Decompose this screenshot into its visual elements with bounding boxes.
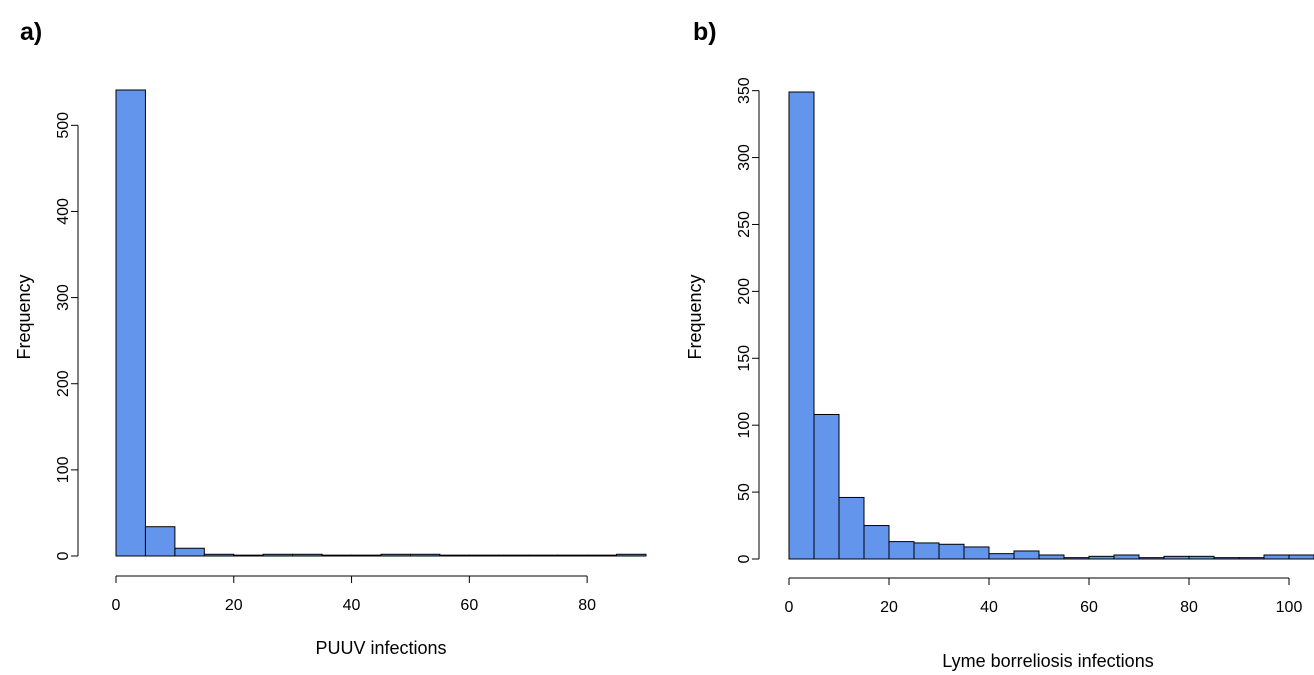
histogram-bar (380, 553, 411, 557)
x-tick-label: 20 (225, 597, 243, 614)
histogram-bar (321, 554, 353, 557)
x-axis: 0 20 40 60 80 100 (785, 577, 1303, 616)
histogram-bar (1038, 554, 1065, 560)
histogram-bar (527, 554, 559, 557)
x-axis-title: Lyme borreliosis infections (942, 651, 1153, 671)
histogram-bar (1213, 557, 1240, 560)
histogram-bar (1113, 554, 1140, 560)
y-axis-title: Frequency (685, 274, 705, 359)
panel-label: b) (693, 18, 717, 46)
histogram-bar (863, 525, 890, 560)
histogram-bar (1138, 557, 1165, 560)
histogram-bar (1238, 557, 1265, 560)
y-tick-label: 100 (736, 412, 753, 439)
histogram-bar (788, 91, 815, 560)
y-tick-label: 0 (736, 554, 753, 563)
y-axis: 0 100 200 300 400 500 (55, 112, 79, 560)
histogram-bar (468, 554, 500, 557)
histogram-panel-a: a) Frequency PUUV infections 0 20 40 60 80 0… (14, 18, 647, 658)
histogram-bar (498, 554, 529, 557)
histogram-bar (963, 546, 990, 560)
y-tick-label: 300 (736, 144, 753, 171)
y-axis-title: Frequency (14, 274, 34, 359)
histogram-bar (938, 543, 965, 560)
x-axis: 0 20 40 60 80 (112, 575, 596, 614)
y-tick-label: 0 (55, 551, 72, 560)
histogram-bar (1063, 557, 1090, 560)
histogram-bar (409, 553, 441, 557)
x-tick-label: 40 (343, 597, 361, 614)
x-tick-label: 20 (880, 599, 898, 616)
histogram-bar (174, 547, 205, 557)
y-tick-label: 250 (736, 211, 753, 238)
histogram-bar (888, 541, 915, 560)
y-tick-label: 150 (736, 345, 753, 372)
histogram-bar (351, 554, 382, 557)
y-tick-label: 50 (736, 483, 753, 501)
histogram-bar (586, 554, 618, 557)
histogram-bar (1013, 550, 1040, 560)
histogram-bar (1163, 555, 1190, 560)
x-tick-label: 60 (1080, 599, 1098, 616)
y-tick-label: 500 (55, 112, 72, 139)
panel-label: a) (20, 18, 42, 46)
histogram-bar (838, 496, 865, 560)
histogram-bar (1188, 555, 1215, 560)
histogram-bar (913, 542, 940, 560)
histogram-bar (557, 554, 588, 557)
histogram-bar (616, 553, 647, 557)
x-tick-label: 0 (112, 597, 121, 614)
bars (115, 89, 647, 557)
bars (788, 91, 1314, 560)
histogram-bar (292, 553, 323, 557)
y-tick-label: 400 (55, 198, 72, 225)
histogram-bar (144, 526, 176, 557)
histogram-bar (813, 413, 840, 560)
histogram-panel-b: b) Frequency Lyme borreliosis infections… (685, 18, 1314, 671)
histogram-bar (203, 553, 235, 557)
histogram-bar (233, 554, 264, 557)
histogram-bar (439, 554, 470, 557)
x-tick-label: 40 (980, 599, 998, 616)
y-tick-label: 100 (55, 456, 72, 483)
x-tick-label: 80 (1180, 599, 1198, 616)
x-tick-label: 80 (578, 597, 596, 614)
y-tick-label: 350 (736, 77, 753, 104)
histogram-bar (115, 89, 146, 557)
histogram-bar (988, 553, 1015, 560)
y-tick-label: 200 (736, 278, 753, 305)
histogram-bar (262, 553, 294, 557)
y-axis: 0 50 100 150 200 250 300 350 (736, 77, 760, 563)
x-axis-title: PUUV infections (315, 638, 446, 658)
x-tick-label: 0 (785, 599, 794, 616)
histogram-bar (1263, 554, 1290, 560)
y-tick-label: 200 (55, 370, 72, 397)
histogram-bar (1288, 554, 1314, 560)
histogram-bar (1088, 555, 1115, 560)
x-tick-label: 100 (1276, 599, 1303, 616)
x-tick-label: 60 (460, 597, 478, 614)
y-tick-label: 300 (55, 284, 72, 311)
